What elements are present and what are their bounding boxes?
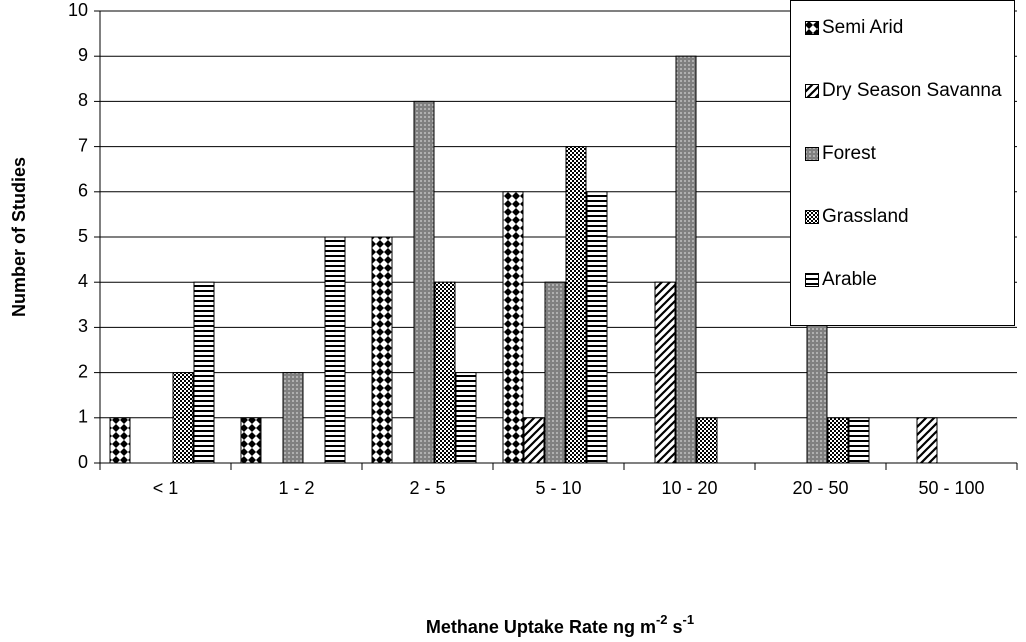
y-tick-label: 3: [78, 316, 88, 336]
bar: [240, 417, 262, 464]
bar: [544, 281, 566, 464]
legend-label: Dry Season Savanna: [822, 80, 1002, 101]
legend-swatch: [805, 147, 819, 161]
y-tick-label: 4: [78, 271, 88, 291]
legend-entry: Grassland: [805, 206, 1006, 228]
x-tick-label: 2 - 5: [409, 478, 445, 498]
x-axis-label: Methane Uptake Rate ng m-2 s-1: [426, 612, 694, 636]
legend-label: Forest: [822, 143, 876, 164]
bar: [586, 191, 608, 464]
bar: [109, 417, 131, 464]
y-tick-label: 0: [78, 452, 88, 472]
x-axis-label-part: s: [668, 617, 683, 637]
bar: [848, 417, 870, 464]
bar: [413, 100, 435, 464]
y-tick-label: 6: [78, 181, 88, 201]
legend-swatch: [805, 21, 819, 35]
y-tick-label: 8: [78, 90, 88, 110]
legend-entry: Arable: [805, 269, 1006, 291]
bar: [455, 372, 477, 464]
y-tick-label: 2: [78, 361, 88, 381]
legend-entry: Semi Arid: [805, 17, 1006, 39]
legend: Semi Arid Dry Season Savanna Forest Grassla…: [790, 0, 1015, 326]
bar: [696, 417, 718, 464]
bar: [654, 281, 676, 464]
bar: [371, 236, 393, 464]
legend-swatch: [805, 84, 819, 98]
bar: [172, 372, 194, 464]
x-tick-label: 5 - 10: [535, 478, 581, 498]
y-tick-label: 5: [78, 226, 88, 246]
bar: [916, 417, 938, 464]
x-axis-label-part: -2: [656, 612, 668, 627]
x-tick-label: < 1: [153, 478, 179, 498]
x-tick-label: 1 - 2: [278, 478, 314, 498]
legend-entry: Dry Season Savanna: [805, 80, 1006, 102]
x-tick-label: 20 - 50: [792, 478, 848, 498]
x-axis-label-part: Methane Uptake Rate ng m: [426, 617, 656, 637]
y-tick-label: 10: [68, 0, 88, 20]
y-tick-label: 9: [78, 45, 88, 65]
legend-label: Semi Arid: [822, 17, 904, 38]
bar: [502, 191, 524, 464]
y-tick-label: 1: [78, 407, 88, 427]
bar: [434, 281, 456, 464]
legend-swatch: [805, 273, 819, 287]
bar: [282, 372, 304, 464]
legend-label: Arable: [822, 269, 877, 290]
legend-entry: Forest: [805, 143, 1006, 165]
bar: [523, 417, 545, 464]
bar: [565, 146, 587, 464]
bar: [193, 281, 215, 464]
x-tick-label: 10 - 20: [661, 478, 717, 498]
bar: [324, 236, 346, 464]
bar: [827, 417, 849, 464]
legend-swatch: [805, 210, 819, 224]
x-axis-label-part: -1: [683, 612, 695, 627]
bar: [675, 55, 697, 464]
y-axis-label: Number of Studies: [9, 157, 29, 317]
x-tick-label: 50 - 100: [918, 478, 984, 498]
y-tick-label: 7: [78, 135, 88, 155]
legend-label: Grassland: [822, 206, 909, 227]
